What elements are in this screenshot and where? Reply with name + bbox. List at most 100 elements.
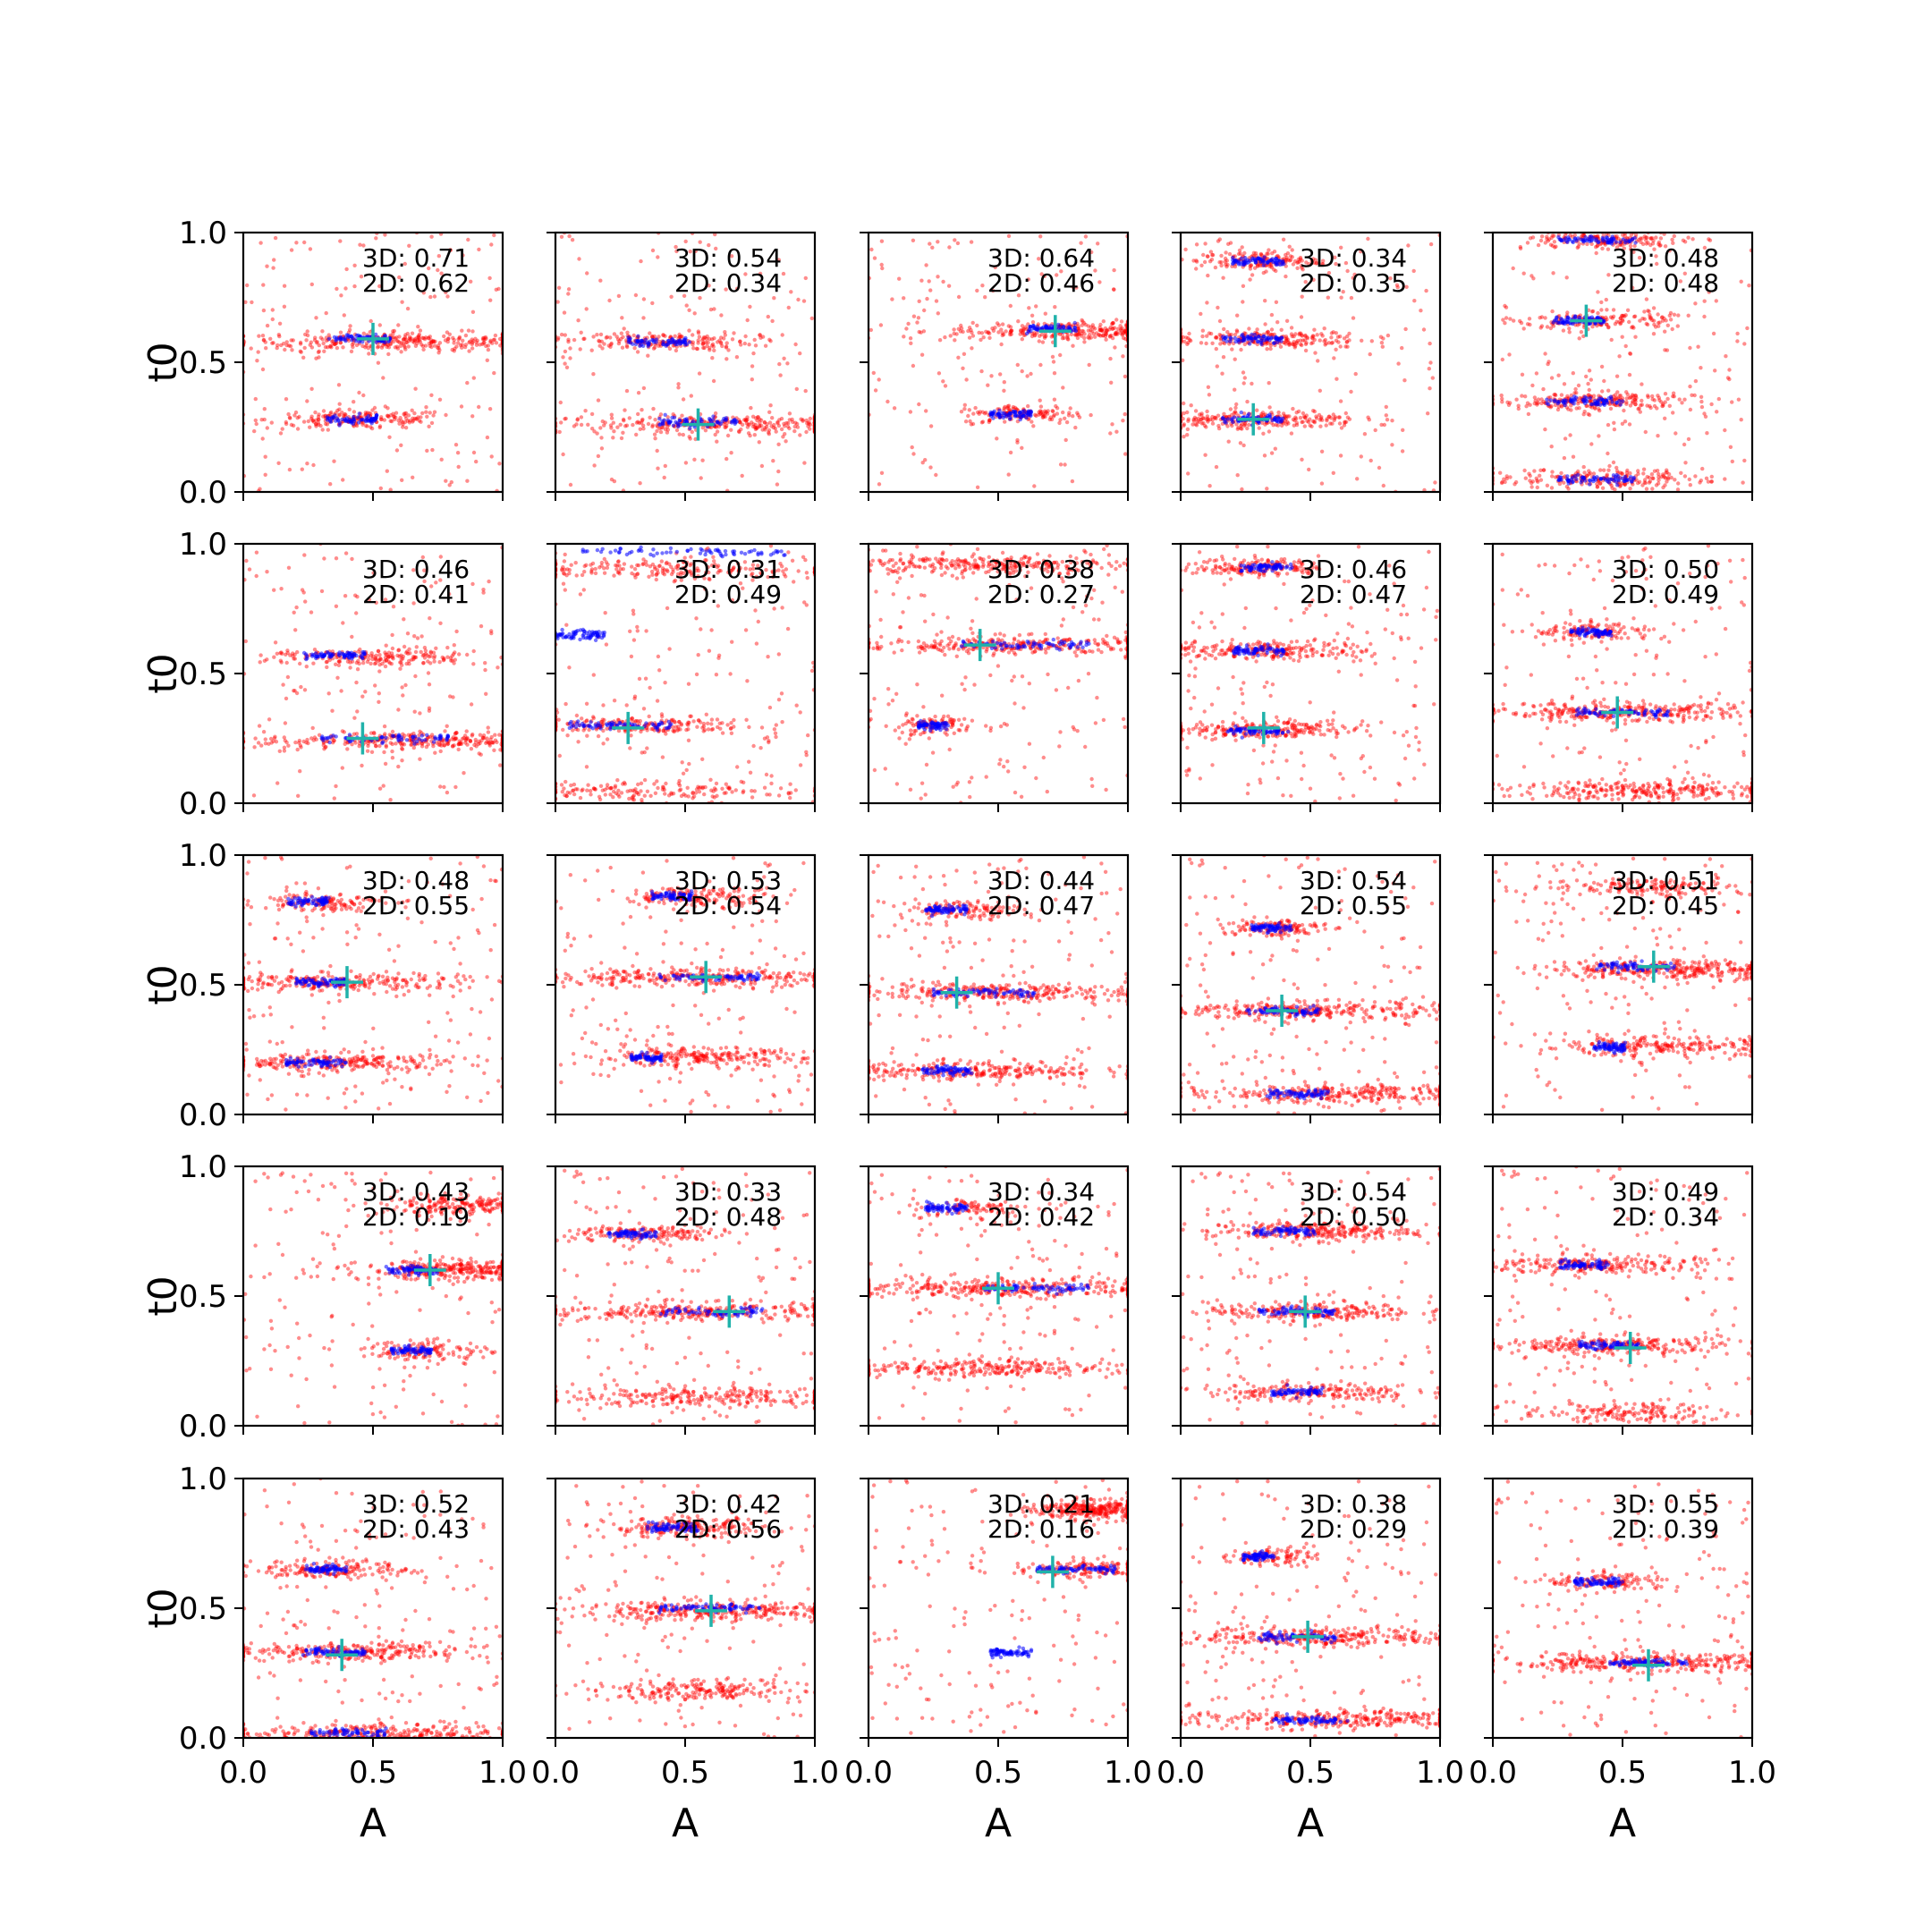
red-point xyxy=(1576,399,1581,403)
red-point xyxy=(1079,332,1084,336)
red-point xyxy=(1329,331,1335,335)
red-point xyxy=(959,326,964,331)
red-point xyxy=(1314,261,1318,266)
red-point xyxy=(1284,422,1289,427)
red-point xyxy=(1620,471,1624,477)
red-point xyxy=(1030,320,1036,325)
annotation-2d: 2D: 0.48 xyxy=(1612,268,1719,298)
red-point xyxy=(1647,480,1652,485)
red-point xyxy=(748,304,752,309)
red-point xyxy=(1299,331,1303,335)
red-point xyxy=(470,732,475,737)
blue-point xyxy=(1231,255,1235,260)
red-point xyxy=(1272,267,1276,272)
red-point xyxy=(636,391,641,395)
red-point xyxy=(808,427,812,431)
red-point xyxy=(624,343,630,348)
red-point xyxy=(1242,250,1247,256)
red-point xyxy=(1300,266,1304,270)
red-point xyxy=(488,737,493,741)
red-point xyxy=(292,652,297,657)
red-point xyxy=(922,308,927,313)
red-point xyxy=(432,343,437,348)
red-point xyxy=(249,346,253,351)
red-point xyxy=(1637,256,1642,260)
red-point xyxy=(1292,258,1298,264)
blue-point xyxy=(1280,335,1284,340)
red-point xyxy=(1351,316,1356,320)
red-point xyxy=(446,336,451,341)
red-point xyxy=(1593,406,1597,411)
red-point xyxy=(1631,326,1636,330)
red-point xyxy=(1240,245,1244,250)
red-point xyxy=(489,734,494,740)
red-point xyxy=(1550,309,1555,314)
red-point xyxy=(1578,395,1582,401)
red-point xyxy=(1499,480,1504,486)
red-point xyxy=(1207,331,1212,335)
red-point xyxy=(1628,394,1633,400)
red-point xyxy=(256,350,260,354)
red-point xyxy=(286,743,291,748)
red-point xyxy=(445,330,450,335)
red-point xyxy=(760,428,765,432)
red-point xyxy=(1265,487,1269,491)
red-point xyxy=(1073,333,1079,337)
red-point xyxy=(453,443,459,447)
red-point xyxy=(1302,415,1308,419)
red-point xyxy=(700,458,705,462)
red-point xyxy=(1345,415,1351,419)
red-point xyxy=(1006,324,1012,328)
red-point xyxy=(401,654,405,659)
red-point xyxy=(1656,434,1660,438)
red-point xyxy=(1218,342,1223,346)
red-point xyxy=(1107,335,1113,339)
red-point xyxy=(1604,322,1609,326)
red-point xyxy=(617,339,622,343)
red-point xyxy=(1221,340,1225,345)
red-point xyxy=(1113,332,1118,336)
red-point xyxy=(1326,414,1331,419)
red-point xyxy=(805,421,809,426)
red-point xyxy=(488,340,493,344)
blue-point xyxy=(1276,417,1282,421)
blue-point xyxy=(732,418,737,422)
red-point xyxy=(615,425,620,429)
red-point xyxy=(386,343,391,347)
red-point xyxy=(987,418,992,423)
red-point xyxy=(1651,476,1656,481)
red-point xyxy=(386,413,390,419)
red-point xyxy=(657,343,661,348)
red-point xyxy=(352,263,357,267)
red-point xyxy=(963,419,969,424)
red-point xyxy=(1688,483,1693,487)
blue-point xyxy=(1602,402,1607,407)
red-point xyxy=(658,429,664,435)
red-point xyxy=(1281,237,1286,242)
red-point xyxy=(1255,408,1259,412)
red-point xyxy=(1284,338,1289,343)
red-point xyxy=(352,732,357,736)
red-point xyxy=(471,450,477,455)
red-point xyxy=(1659,315,1665,320)
red-point xyxy=(1285,414,1290,419)
red-point xyxy=(325,665,329,670)
red-point xyxy=(1677,397,1682,402)
red-point xyxy=(1687,477,1692,482)
red-point xyxy=(1067,411,1072,415)
red-point xyxy=(777,361,782,367)
y-tick-label: 0.0 xyxy=(179,475,227,511)
red-point xyxy=(687,328,691,333)
blue-point xyxy=(337,420,343,426)
red-point xyxy=(1199,311,1203,317)
red-point xyxy=(386,414,391,419)
red-point xyxy=(1199,421,1205,426)
red-point xyxy=(1548,242,1554,247)
red-point xyxy=(364,424,369,428)
red-point xyxy=(287,343,292,348)
blue-point xyxy=(1609,237,1614,242)
red-point xyxy=(361,331,366,335)
red-point xyxy=(1623,233,1628,238)
red-point xyxy=(724,424,729,428)
